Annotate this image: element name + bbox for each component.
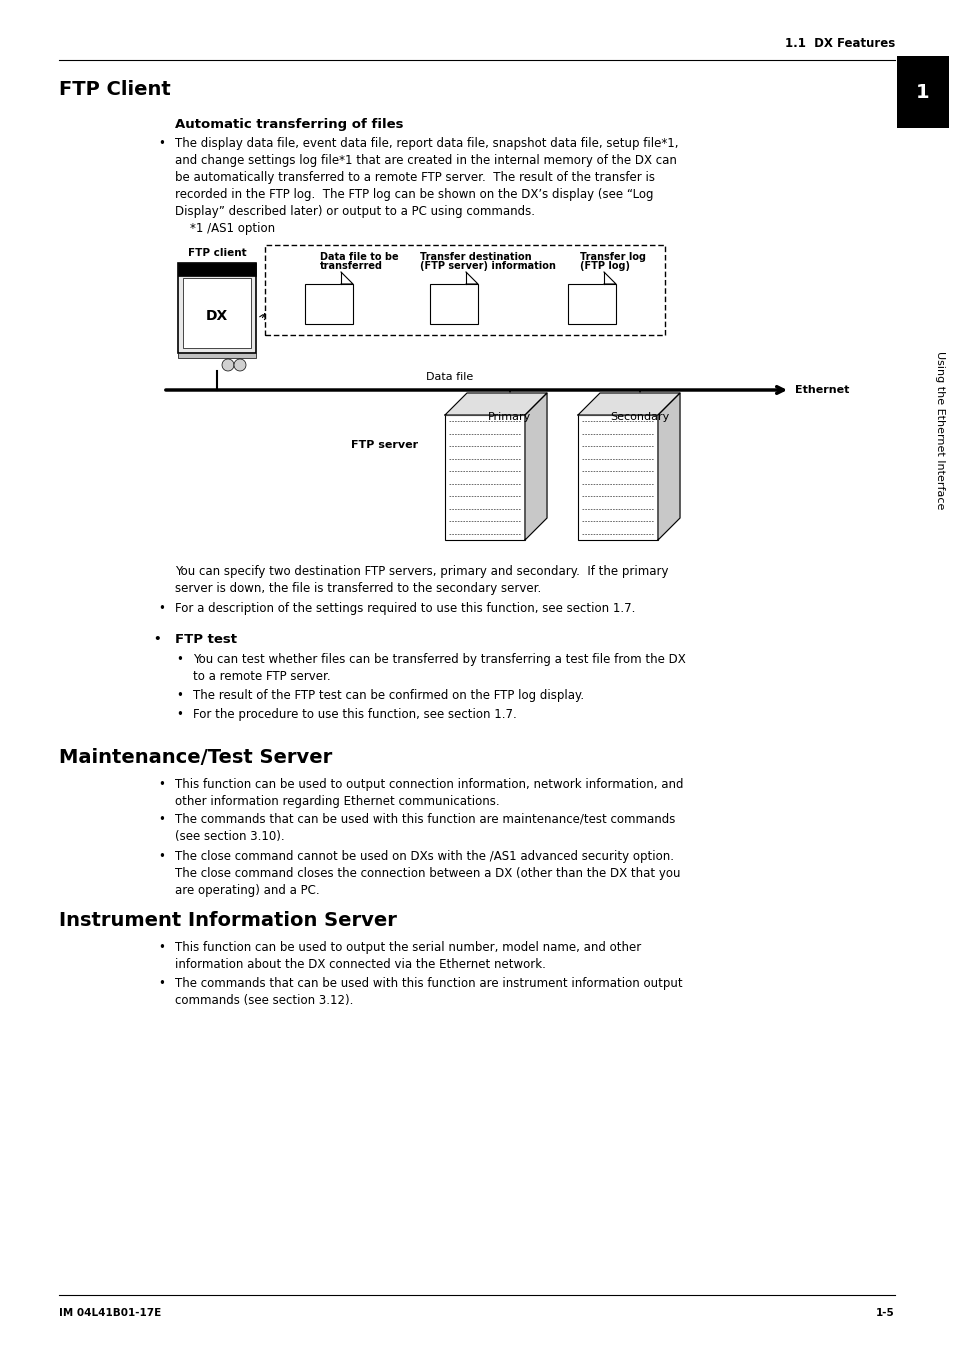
Text: to a remote FTP server.: to a remote FTP server. xyxy=(193,670,331,683)
Text: other information regarding Ethernet communications.: other information regarding Ethernet com… xyxy=(174,795,499,809)
FancyBboxPatch shape xyxy=(578,414,658,540)
Text: Secondary: Secondary xyxy=(610,412,669,423)
Text: The display data file, event data file, report data file, snapshot data file, se: The display data file, event data file, … xyxy=(174,136,678,150)
Text: FTP client: FTP client xyxy=(188,248,246,258)
Text: Instrument Information Server: Instrument Information Server xyxy=(59,911,396,930)
Text: and change settings log file*1 that are created in the internal memory of the DX: and change settings log file*1 that are … xyxy=(174,154,677,167)
Text: This function can be used to output the serial number, model name, and other: This function can be used to output the … xyxy=(174,941,640,954)
Text: The commands that can be used with this function are instrument information outp: The commands that can be used with this … xyxy=(174,977,682,990)
Text: The close command cannot be used on DXs with the /AS1 advanced security option.: The close command cannot be used on DXs … xyxy=(174,850,673,863)
Polygon shape xyxy=(524,393,546,540)
Polygon shape xyxy=(465,271,477,284)
Text: recorded in the FTP log.  The FTP log can be shown on the DX’s display (see “Log: recorded in the FTP log. The FTP log can… xyxy=(174,188,653,201)
Text: Data file to be: Data file to be xyxy=(319,252,398,262)
Text: (FTP log): (FTP log) xyxy=(579,261,629,271)
Text: are operating) and a PC.: are operating) and a PC. xyxy=(174,884,319,896)
FancyBboxPatch shape xyxy=(178,263,255,275)
FancyBboxPatch shape xyxy=(265,244,664,335)
FancyBboxPatch shape xyxy=(183,278,251,348)
Text: be automatically transferred to a remote FTP server.  The result of the transfer: be automatically transferred to a remote… xyxy=(174,171,655,184)
Text: This function can be used to output connection information, network information,: This function can be used to output conn… xyxy=(174,778,682,791)
FancyBboxPatch shape xyxy=(178,352,255,358)
Text: commands (see section 3.12).: commands (see section 3.12). xyxy=(174,994,353,1007)
Text: Display” described later) or output to a PC using commands.: Display” described later) or output to a… xyxy=(174,205,535,217)
Text: For a description of the settings required to use this function, see section 1.7: For a description of the settings requir… xyxy=(174,602,635,616)
Text: For the procedure to use this function, see section 1.7.: For the procedure to use this function, … xyxy=(193,707,517,721)
Polygon shape xyxy=(444,393,546,414)
Text: •: • xyxy=(158,136,165,150)
Text: information about the DX connected via the Ethernet network.: information about the DX connected via t… xyxy=(174,958,545,971)
Text: Data file: Data file xyxy=(426,373,473,382)
Text: 1-5: 1-5 xyxy=(876,1308,894,1318)
Text: The commands that can be used with this function are maintenance/test commands: The commands that can be used with this … xyxy=(174,813,675,826)
Text: The result of the FTP test can be confirmed on the FTP log display.: The result of the FTP test can be confir… xyxy=(193,688,583,702)
FancyBboxPatch shape xyxy=(178,263,255,352)
Polygon shape xyxy=(658,393,679,540)
Text: •: • xyxy=(158,977,165,990)
Text: Transfer log: Transfer log xyxy=(579,252,645,262)
Text: The close command closes the connection between a DX (other than the DX that you: The close command closes the connection … xyxy=(174,867,679,880)
Text: 1: 1 xyxy=(915,82,929,101)
Text: •: • xyxy=(152,633,160,647)
Text: Maintenance/Test Server: Maintenance/Test Server xyxy=(59,748,332,767)
Text: •: • xyxy=(175,688,183,702)
Text: 1.1  DX Features: 1.1 DX Features xyxy=(784,36,894,50)
Text: You can specify two destination FTP servers, primary and secondary.  If the prim: You can specify two destination FTP serv… xyxy=(174,566,668,578)
Text: (see section 3.10).: (see section 3.10). xyxy=(174,830,284,842)
Text: Ethernet: Ethernet xyxy=(794,385,848,396)
Text: transferred: transferred xyxy=(319,261,382,271)
FancyBboxPatch shape xyxy=(305,284,353,324)
Text: •: • xyxy=(158,850,165,863)
Text: FTP Client: FTP Client xyxy=(59,80,171,99)
Text: •: • xyxy=(158,941,165,954)
Text: Primary: Primary xyxy=(488,412,531,423)
Polygon shape xyxy=(603,271,616,284)
Circle shape xyxy=(222,359,233,371)
Text: *1 /AS1 option: *1 /AS1 option xyxy=(190,221,274,235)
Text: Automatic transferring of files: Automatic transferring of files xyxy=(174,117,403,131)
FancyBboxPatch shape xyxy=(567,284,616,324)
Text: Transfer destination: Transfer destination xyxy=(419,252,531,262)
Text: IM 04L41B01-17E: IM 04L41B01-17E xyxy=(59,1308,161,1318)
FancyBboxPatch shape xyxy=(896,55,948,128)
Text: server is down, the file is transferred to the secondary server.: server is down, the file is transferred … xyxy=(174,582,540,595)
Text: •: • xyxy=(175,653,183,666)
Text: Using the Ethernet Interface: Using the Ethernet Interface xyxy=(934,351,944,509)
Text: You can test whether files can be transferred by transferring a test file from t: You can test whether files can be transf… xyxy=(193,653,685,666)
FancyBboxPatch shape xyxy=(444,414,524,540)
Text: •: • xyxy=(158,602,165,616)
Text: FTP test: FTP test xyxy=(174,633,236,647)
FancyBboxPatch shape xyxy=(430,284,477,324)
Text: FTP server: FTP server xyxy=(351,440,418,450)
Text: •: • xyxy=(175,707,183,721)
Text: •: • xyxy=(158,813,165,826)
Text: •: • xyxy=(158,778,165,791)
Text: (FTP server) information: (FTP server) information xyxy=(419,261,556,271)
Circle shape xyxy=(233,359,246,371)
Text: DX: DX xyxy=(206,309,228,323)
Polygon shape xyxy=(578,393,679,414)
Polygon shape xyxy=(340,271,353,284)
